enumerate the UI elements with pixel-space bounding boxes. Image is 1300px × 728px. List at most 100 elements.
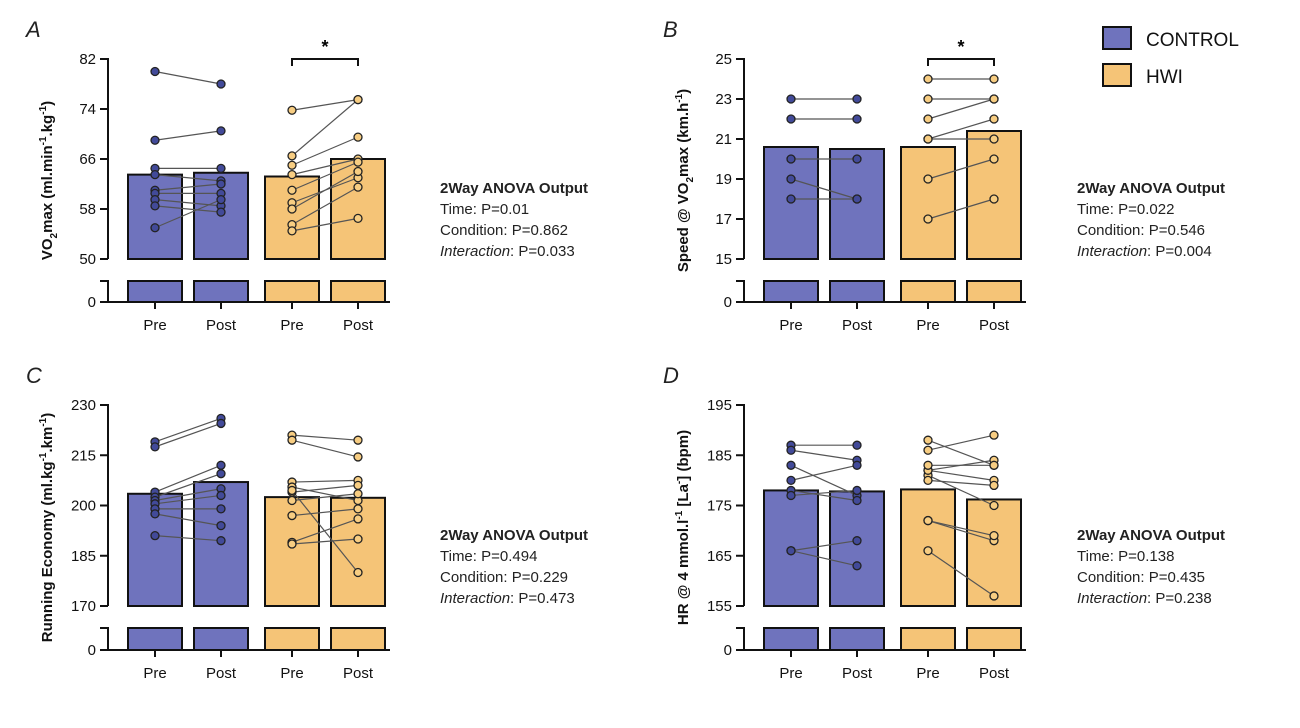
y-tick-label: 58 [79, 201, 96, 218]
data-point [353, 534, 363, 544]
data-point [353, 132, 363, 142]
anova-interaction: Interaction: P=0.004 [1077, 243, 1212, 260]
x-tick-label: Pre [280, 665, 303, 682]
data-point [216, 418, 226, 429]
pair-line [291, 434, 359, 441]
data-point [786, 194, 796, 204]
data-point [786, 114, 796, 124]
bar-lower-segment [193, 627, 249, 651]
y-axis-label-part: - [674, 481, 685, 484]
y-tick-label: 230 [71, 397, 96, 414]
bar-lower-segment [966, 627, 1022, 651]
x-tick-label: Post [206, 317, 237, 334]
data-point [216, 179, 226, 189]
data-point [216, 520, 226, 531]
pair-line [790, 464, 858, 481]
data-point [150, 509, 160, 519]
y-axis-break [736, 280, 745, 302]
data-point [216, 163, 226, 174]
pair-line [790, 550, 858, 567]
y-axis-label-part: -1 [674, 510, 685, 519]
data-point [989, 430, 999, 440]
pair-line [154, 494, 222, 505]
x-tick-label: Post [842, 317, 873, 334]
data-point [786, 460, 796, 470]
pair-line [154, 183, 222, 191]
data-point [353, 480, 363, 491]
data-point [216, 536, 226, 546]
bar-hwi-post [330, 496, 386, 608]
y-tick-label: 15 [715, 251, 732, 268]
anova-interaction: Interaction: P=0.238 [1077, 590, 1212, 607]
significance-star: * [957, 37, 964, 57]
data-point [216, 504, 226, 514]
y-tick-label: 185 [71, 548, 96, 565]
y-tick-label: 66 [79, 151, 96, 168]
y-axis-label-part: -1 [38, 452, 49, 461]
data-point [923, 546, 933, 556]
pair-line [927, 550, 995, 597]
data-point [786, 445, 796, 455]
pair-line [927, 98, 995, 120]
y-tick-label: 185 [707, 447, 732, 464]
data-point [287, 226, 297, 236]
y-axis-label-part: ) [39, 101, 56, 106]
anova-time: Time: P=0.022 [1077, 201, 1174, 218]
y-tick-label: 23 [715, 91, 732, 108]
y-axis-label-part: HR @ 4 mmol.l [675, 520, 692, 625]
data-point [353, 489, 363, 499]
pair-line [291, 217, 359, 232]
data-point [353, 157, 363, 167]
y-axis-label: VO2max (ml.min-1.kg-1) [38, 101, 60, 260]
data-point [989, 460, 999, 470]
y-axis-label-part: [La [675, 483, 692, 510]
anova-interaction-value: : P=0.238 [1147, 590, 1212, 607]
y-axis-label-part: Speed @ VO [675, 182, 692, 272]
panel-label: C [26, 363, 42, 388]
x-tick-label: Post [206, 665, 237, 682]
x-tick-label: Pre [143, 665, 166, 682]
y-axis-label-part: ) [39, 413, 56, 418]
data-point [287, 151, 297, 161]
pair-line [291, 158, 359, 176]
anova-title: 2Way ANOVA Output [1077, 527, 1225, 544]
legend: CONTROL HWI [1102, 26, 1239, 88]
data-point [923, 445, 933, 455]
pair-line [927, 479, 995, 486]
data-point [287, 510, 297, 521]
y-tick-label: 0 [88, 642, 96, 659]
x-tick-label: Post [842, 665, 873, 682]
y-axis-label-part: -1 [38, 105, 49, 114]
data-point [852, 485, 862, 496]
data-point [287, 539, 297, 549]
data-point [216, 490, 226, 501]
y-axis-label-part: -1 [674, 93, 685, 102]
data-point [287, 105, 297, 115]
bar-lower-segment [193, 280, 249, 303]
x-tick-label: Pre [916, 317, 939, 334]
pair-line [790, 540, 858, 552]
data-point [989, 114, 999, 124]
data-point [852, 440, 862, 450]
pair-line [291, 161, 359, 191]
y-axis-label-part: Running Economy (ml.kg [39, 461, 56, 642]
chart-panel-a: A 50 58 66 74 82 0 Pre Post Pre Post * VO2max (ml.mi… [24, 17, 588, 334]
y-tick-label: 17 [715, 211, 732, 228]
data-point [287, 485, 297, 496]
y-axis-label-part: .km [39, 427, 56, 453]
anova-interaction-label: Interaction [1077, 243, 1147, 260]
data-point [287, 185, 297, 195]
y-tick-label: 0 [724, 294, 732, 311]
bar-control-post [829, 148, 885, 260]
y-axis-label-part: -1 [38, 136, 49, 145]
anova-interaction-value: : P=0.004 [1147, 243, 1212, 260]
data-point [852, 536, 862, 546]
data-point [923, 114, 933, 124]
pair-line [154, 130, 222, 141]
y-tick-label: 0 [724, 642, 732, 659]
data-point [353, 166, 363, 177]
anova-title: 2Way ANOVA Output [440, 527, 588, 544]
y-tick-label: 155 [707, 598, 732, 615]
pair-line [154, 199, 222, 229]
